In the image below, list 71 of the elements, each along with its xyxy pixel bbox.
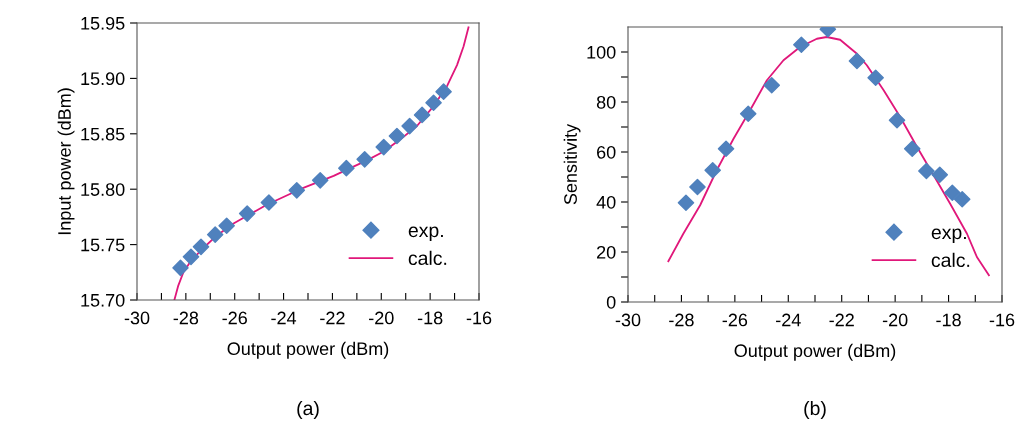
legend-label: exp. <box>408 226 443 242</box>
y-tick-label: 40 <box>596 195 616 209</box>
x-tick-label: -26 <box>222 311 247 325</box>
point <box>848 52 866 70</box>
text: (b) <box>804 400 826 420</box>
point <box>192 238 210 256</box>
x-tick-label: -22 <box>320 311 345 325</box>
x-tick-label: -22 <box>829 313 854 327</box>
point <box>311 172 329 189</box>
y-tick-label: 100 <box>587 45 616 59</box>
point <box>172 259 189 277</box>
x-axis-title: Output power (dBm) <box>227 341 389 359</box>
point <box>953 190 971 208</box>
y-tick-label: 80 <box>596 95 616 109</box>
x-tick-label: -30 <box>124 311 150 325</box>
x-tick-label: -16 <box>989 313 1015 327</box>
x-tick-label: -28 <box>173 311 199 325</box>
point <box>763 76 781 94</box>
point <box>739 105 757 123</box>
point <box>388 127 406 145</box>
y-tick-label: 20 <box>597 245 616 259</box>
legend-label: calc. <box>408 250 447 266</box>
point <box>677 194 695 212</box>
x-tick-label: -26 <box>722 313 748 327</box>
x-tick-label: -16 <box>466 311 492 325</box>
point <box>918 162 935 180</box>
y-tick-label: 0 <box>606 295 616 309</box>
point <box>425 94 442 112</box>
point <box>689 178 706 196</box>
x-tick-label: -30 <box>615 313 641 327</box>
y-tick-label: 15.80 <box>81 183 125 196</box>
line-series <box>173 26 470 300</box>
legend-label: exp. <box>931 228 966 244</box>
y-axis-title: Sensitivity <box>563 123 581 205</box>
point <box>338 159 355 177</box>
y-tick-label: 60 <box>597 145 616 159</box>
y-axis-title: Input power (dBm) <box>57 88 75 235</box>
point <box>413 106 431 124</box>
x-tick-label: -20 <box>369 311 394 325</box>
point <box>260 194 278 211</box>
point <box>218 217 235 235</box>
point <box>401 117 418 135</box>
x-tick-label: -18 <box>417 311 443 325</box>
x-tick-label: -28 <box>669 313 694 327</box>
point <box>375 138 393 156</box>
x-tick-label: -18 <box>936 313 961 327</box>
text: (a) <box>297 400 319 420</box>
x-tick-label: -24 <box>271 311 297 325</box>
point <box>182 248 200 266</box>
y-tick-label: 15.90 <box>81 72 125 86</box>
legend-label: calc. <box>931 252 970 268</box>
point <box>793 36 810 54</box>
point <box>238 205 256 222</box>
point <box>206 226 224 243</box>
y-tick-label: 15.70 <box>81 293 125 307</box>
point <box>704 161 721 179</box>
y-tick-label: 15.95 <box>81 16 125 30</box>
point <box>435 83 452 100</box>
point <box>356 150 373 168</box>
x-tick-label: -24 <box>776 313 801 327</box>
point <box>903 140 921 158</box>
point <box>944 184 961 202</box>
point <box>867 69 884 87</box>
point <box>717 140 735 158</box>
y-tick-label: 15.75 <box>81 238 125 252</box>
point <box>288 182 306 199</box>
point <box>931 166 949 184</box>
x-tick-label: -20 <box>882 313 908 327</box>
y-tick-label: 15.85 <box>81 127 125 141</box>
point <box>888 111 906 129</box>
x-axis-title: Output power (dBm) <box>734 343 896 361</box>
